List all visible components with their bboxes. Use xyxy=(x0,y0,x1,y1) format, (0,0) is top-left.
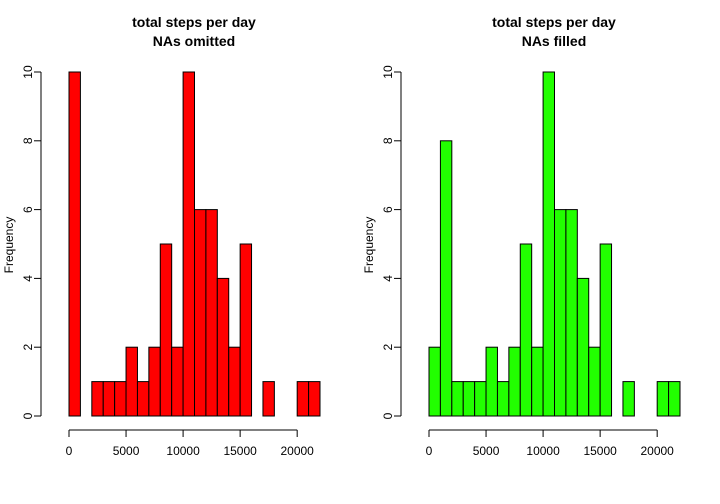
y-axis-label: Frequency xyxy=(2,217,16,274)
x-tick-label: 10000 xyxy=(526,444,560,458)
histogram-bar xyxy=(462,381,476,417)
histogram-bar xyxy=(228,346,241,417)
y-tick-label: 10 xyxy=(381,65,395,79)
x-tick-label: 0 xyxy=(66,444,73,458)
histogram-bar xyxy=(588,346,601,417)
histogram-bar xyxy=(171,346,184,417)
y-tick-label: 8 xyxy=(381,137,395,144)
histogram-bar xyxy=(565,209,578,417)
histogram-bar xyxy=(262,381,275,417)
y-tick-label: 8 xyxy=(21,137,35,144)
histogram-bar xyxy=(428,346,441,417)
histogram-bar xyxy=(125,346,138,417)
x-tick-label: 15000 xyxy=(223,444,257,458)
histogram-bar xyxy=(239,243,253,417)
histogram-bar xyxy=(91,381,104,417)
histogram-bar xyxy=(554,209,567,417)
histogram-bar xyxy=(148,346,161,417)
x-tick-label: 20000 xyxy=(280,444,314,458)
histogram-bar xyxy=(519,243,533,417)
axes: 0 5000 10000 15000 20000 0 2 4 6 8 10 xyxy=(21,65,314,458)
histogram-bar xyxy=(216,277,230,417)
histogram-bar xyxy=(656,381,670,417)
y-tick-label: 6 xyxy=(21,206,35,213)
histogram-bar xyxy=(159,243,173,417)
histogram-panel-na-omitted: total steps per day NAs omitted Frequenc… xyxy=(2,14,321,458)
histogram-bar xyxy=(182,71,196,417)
histogram-bar xyxy=(102,381,116,417)
histogram-panel-na-filled: total steps per day NAs filled Frequency… xyxy=(362,14,681,458)
histogram-bar xyxy=(474,381,487,417)
histogram-bar xyxy=(308,381,321,417)
y-tick-label: 4 xyxy=(381,275,395,282)
histogram-bar xyxy=(205,209,218,417)
histogram-bar xyxy=(68,71,81,417)
histogram-bar xyxy=(451,381,464,417)
chart-title-line1: total steps per day xyxy=(492,14,616,30)
y-tick-label: 0 xyxy=(21,412,35,419)
chart-title-line1: total steps per day xyxy=(132,14,256,30)
chart-title-line2: NAs omitted xyxy=(153,33,235,49)
histogram-bar xyxy=(194,209,207,417)
y-tick-label: 10 xyxy=(21,65,35,79)
histogram-bar xyxy=(531,346,544,417)
histogram-bar xyxy=(296,381,310,417)
x-tick-label: 5000 xyxy=(113,444,140,458)
histogram-bar xyxy=(439,140,453,417)
axes: 0 5000 10000 15000 20000 0 2 4 6 8 10 xyxy=(381,65,674,458)
y-tick-label: 4 xyxy=(21,275,35,282)
y-tick-label: 2 xyxy=(21,344,35,351)
histogram-bar xyxy=(542,71,555,417)
histogram-bar xyxy=(622,381,635,417)
histogram-bar xyxy=(508,346,521,417)
y-tick-label: 0 xyxy=(381,412,395,419)
histogram-bar xyxy=(599,243,613,417)
histogram-bar xyxy=(576,277,590,417)
y-axis-label: Frequency xyxy=(362,217,376,274)
x-tick-label: 0 xyxy=(426,444,433,458)
histogram-bars xyxy=(428,71,681,417)
x-tick-label: 20000 xyxy=(640,444,674,458)
histogram-bar xyxy=(136,381,150,417)
histogram-bars xyxy=(68,71,321,417)
x-tick-label: 10000 xyxy=(166,444,200,458)
x-tick-label: 15000 xyxy=(583,444,617,458)
y-tick-label: 2 xyxy=(381,344,395,351)
y-tick-label: 6 xyxy=(381,206,395,213)
x-tick-label: 5000 xyxy=(473,444,500,458)
histogram-bar xyxy=(668,381,681,417)
histogram-bar xyxy=(496,381,510,417)
histogram-bar xyxy=(485,346,498,417)
histogram-bar xyxy=(114,381,127,417)
chart-title-line2: NAs filled xyxy=(522,33,587,49)
